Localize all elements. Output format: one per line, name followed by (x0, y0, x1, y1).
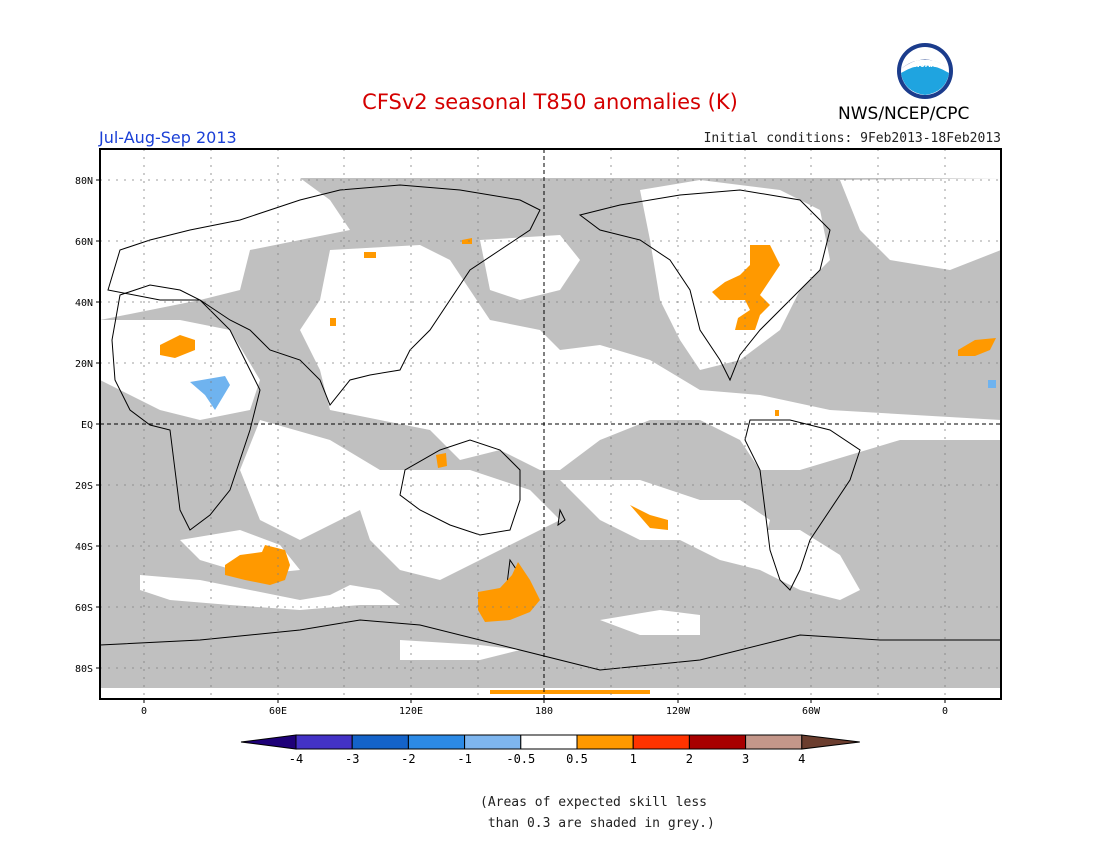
lat-label-80n: 80N (75, 176, 93, 187)
colorbar-swatch (632, 734, 690, 750)
colorbar-label: 0.5 (566, 752, 588, 766)
anomaly-antarctic-edge (490, 690, 650, 694)
anomaly-south-pacific (630, 505, 668, 530)
colorbar-swatch (576, 734, 634, 750)
forecast-period: Jul-Aug-Sep 2013 (99, 128, 237, 147)
colorbar-arrow-high (801, 734, 860, 750)
colorbar-label: -2 (401, 752, 415, 766)
eurasia-outline (107, 184, 541, 406)
colorbar-label: -1 (457, 752, 471, 766)
lat-label-60n: 60N (75, 237, 93, 248)
lat-label-40n: 40N (75, 298, 93, 309)
cool-anomalies (190, 376, 996, 410)
anomaly-new-guinea (436, 453, 447, 468)
anomaly-south-indian-ocean (225, 545, 290, 585)
lat-label-60s: 60S (75, 603, 93, 614)
colorbar-label: 3 (742, 752, 749, 766)
anomaly-horn-of-africa (190, 376, 230, 410)
north-america-outline (578, 189, 831, 382)
colorbar-label: 4 (798, 752, 805, 766)
noaa-logo: NOAA (897, 43, 953, 99)
colorbar-label: 1 (630, 752, 637, 766)
lat-label-40s: 40S (75, 542, 93, 553)
colorbar-swatch (520, 734, 578, 750)
africa-outline (111, 284, 261, 531)
lat-label-eq: EQ (81, 420, 93, 431)
footnote: (Areas of expected skill less than 0.3 a… (480, 795, 715, 831)
lon-label-120e: 120E (399, 706, 423, 717)
lon-label-0-left: 0 (141, 706, 147, 717)
lon-label-0-right: 0 (942, 706, 948, 717)
colorbar-swatch (745, 734, 803, 750)
colorbar-swatch (351, 734, 409, 750)
australia-outline (399, 439, 521, 536)
agency-label: NWS/NCEP/CPC (838, 104, 970, 124)
lat-label-20n: 20N (75, 359, 93, 370)
colorbar-swatch (407, 734, 466, 750)
initial-conditions: Initial conditions: 9Feb2013-18Feb2013 (703, 131, 1001, 146)
colorbar-swatch (464, 734, 522, 750)
colorbar-label: -4 (289, 752, 303, 766)
noaa-logo-text: NOAA (914, 60, 936, 70)
axis-ticks (96, 179, 946, 703)
colorbar-label: 2 (686, 752, 693, 766)
colorbar-label: -3 (345, 752, 359, 766)
south-america-outline (744, 419, 861, 591)
lon-label-180: 180 (535, 706, 553, 717)
lat-label-20s: 20S (75, 481, 93, 492)
map-title: CFSv2 seasonal T850 anomalies (K) (362, 90, 738, 114)
lon-label-60e: 60E (269, 706, 287, 717)
colorbar-label: -0.5 (506, 752, 535, 766)
colorbar-arrow-low (240, 734, 297, 750)
anomaly-eastern-north-america (712, 245, 780, 330)
colorbar-swatch (295, 734, 353, 750)
anomaly-north-africa (160, 335, 195, 358)
lat-label-80s: 80S (75, 664, 93, 675)
antarctica-outline (99, 619, 1001, 671)
lon-label-60w: 60W (802, 706, 821, 717)
colorbar-swatch (688, 734, 747, 750)
anomaly-west-africa-repeat (958, 338, 996, 356)
lon-label-120w: 120W (666, 706, 691, 717)
